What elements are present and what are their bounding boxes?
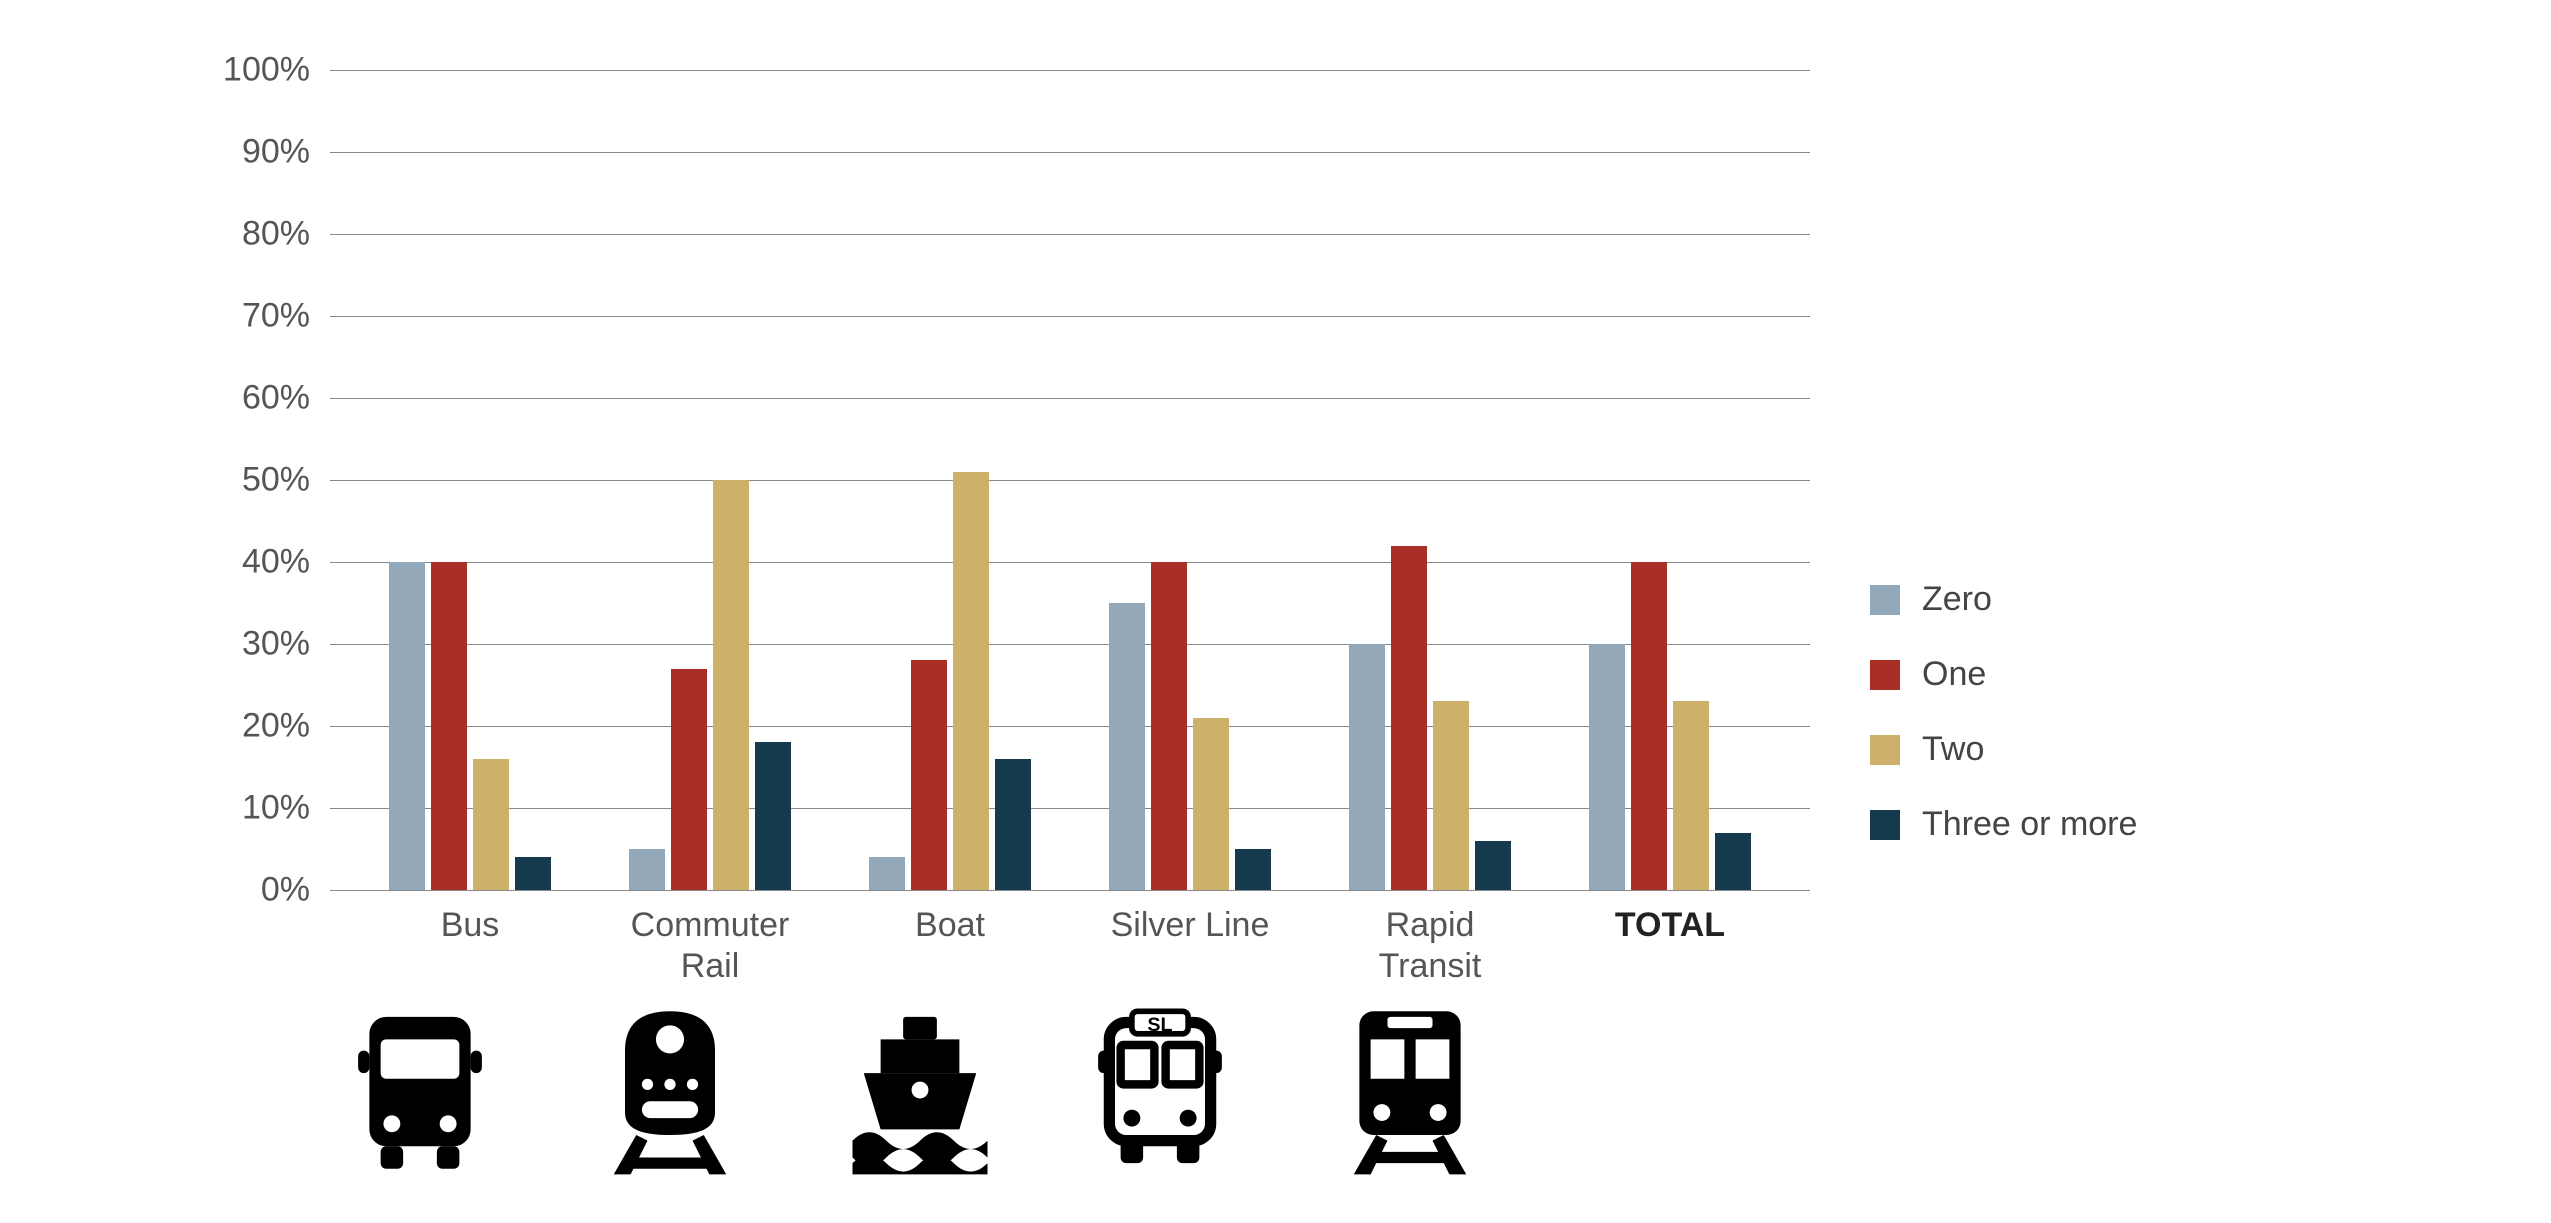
bar <box>1673 701 1709 890</box>
chart-container: 0%10%20%30%40%50%60%70%80%90%100%BusComm… <box>160 70 1810 890</box>
x-tick-label: Boat <box>830 905 1070 946</box>
bar <box>389 562 425 890</box>
y-tick-label: 100% <box>160 51 310 90</box>
gridline <box>330 480 1810 481</box>
x-tick-label: Bus <box>350 905 590 946</box>
legend-item: Three or more <box>1870 805 2137 844</box>
legend-swatch <box>1870 660 1900 690</box>
y-tick-label: 10% <box>160 789 310 828</box>
bar <box>1151 562 1187 890</box>
gridline <box>330 562 1810 563</box>
gridline <box>330 644 1810 645</box>
x-tick-label: TOTAL <box>1550 905 1790 946</box>
bar <box>1235 849 1271 890</box>
bar <box>953 472 989 890</box>
icon-row: SL <box>330 1000 1810 1200</box>
boat-icon <box>830 1000 1010 1180</box>
bar <box>671 669 707 890</box>
bar <box>1475 841 1511 890</box>
legend-swatch <box>1870 735 1900 765</box>
silver-line-icon: SL <box>1070 1000 1250 1180</box>
bar <box>755 742 791 890</box>
bar <box>515 857 551 890</box>
gridline <box>330 808 1810 809</box>
bar <box>713 480 749 890</box>
bar <box>431 562 467 890</box>
y-tick-label: 50% <box>160 461 310 500</box>
legend: Zero One Two Three or more <box>1870 580 2137 880</box>
bar <box>1589 644 1625 890</box>
bar <box>1349 644 1385 890</box>
gridline <box>330 726 1810 727</box>
train-icon <box>580 1000 760 1180</box>
legend-item: One <box>1870 655 2137 694</box>
svg-text:SL: SL <box>1147 1014 1172 1036</box>
bar <box>1631 562 1667 890</box>
legend-item: Two <box>1870 730 2137 769</box>
gridline <box>330 398 1810 399</box>
legend-swatch <box>1870 810 1900 840</box>
gridline <box>330 316 1810 317</box>
x-tick-label: CommuterRail <box>590 905 830 987</box>
legend-item: Zero <box>1870 580 2137 619</box>
bar <box>995 759 1031 890</box>
gridline <box>330 234 1810 235</box>
bar <box>1109 603 1145 890</box>
legend-label: Two <box>1922 730 1984 769</box>
bar <box>869 857 905 890</box>
rapid-transit-icon <box>1320 1000 1500 1180</box>
y-tick-label: 30% <box>160 625 310 664</box>
y-tick-label: 60% <box>160 379 310 418</box>
bar <box>473 759 509 890</box>
bar <box>1433 701 1469 890</box>
y-tick-label: 0% <box>160 871 310 910</box>
legend-label: Zero <box>1922 580 1992 619</box>
x-tick-label: Silver Line <box>1070 905 1310 946</box>
y-tick-label: 40% <box>160 543 310 582</box>
bar <box>1715 833 1751 890</box>
bar <box>629 849 665 890</box>
legend-swatch <box>1870 585 1900 615</box>
y-tick-label: 20% <box>160 707 310 746</box>
gridline <box>330 890 1810 891</box>
y-tick-label: 70% <box>160 297 310 336</box>
legend-label: One <box>1922 655 1986 694</box>
bar <box>911 660 947 890</box>
bus-icon <box>330 1000 510 1180</box>
legend-label: Three or more <box>1922 805 2137 844</box>
gridline <box>330 152 1810 153</box>
gridline <box>330 70 1810 71</box>
y-tick-label: 90% <box>160 133 310 172</box>
x-tick-label: RapidTransit <box>1310 905 1550 987</box>
y-tick-label: 80% <box>160 215 310 254</box>
bar <box>1193 718 1229 890</box>
bar <box>1391 546 1427 890</box>
plot-area <box>330 70 1810 890</box>
